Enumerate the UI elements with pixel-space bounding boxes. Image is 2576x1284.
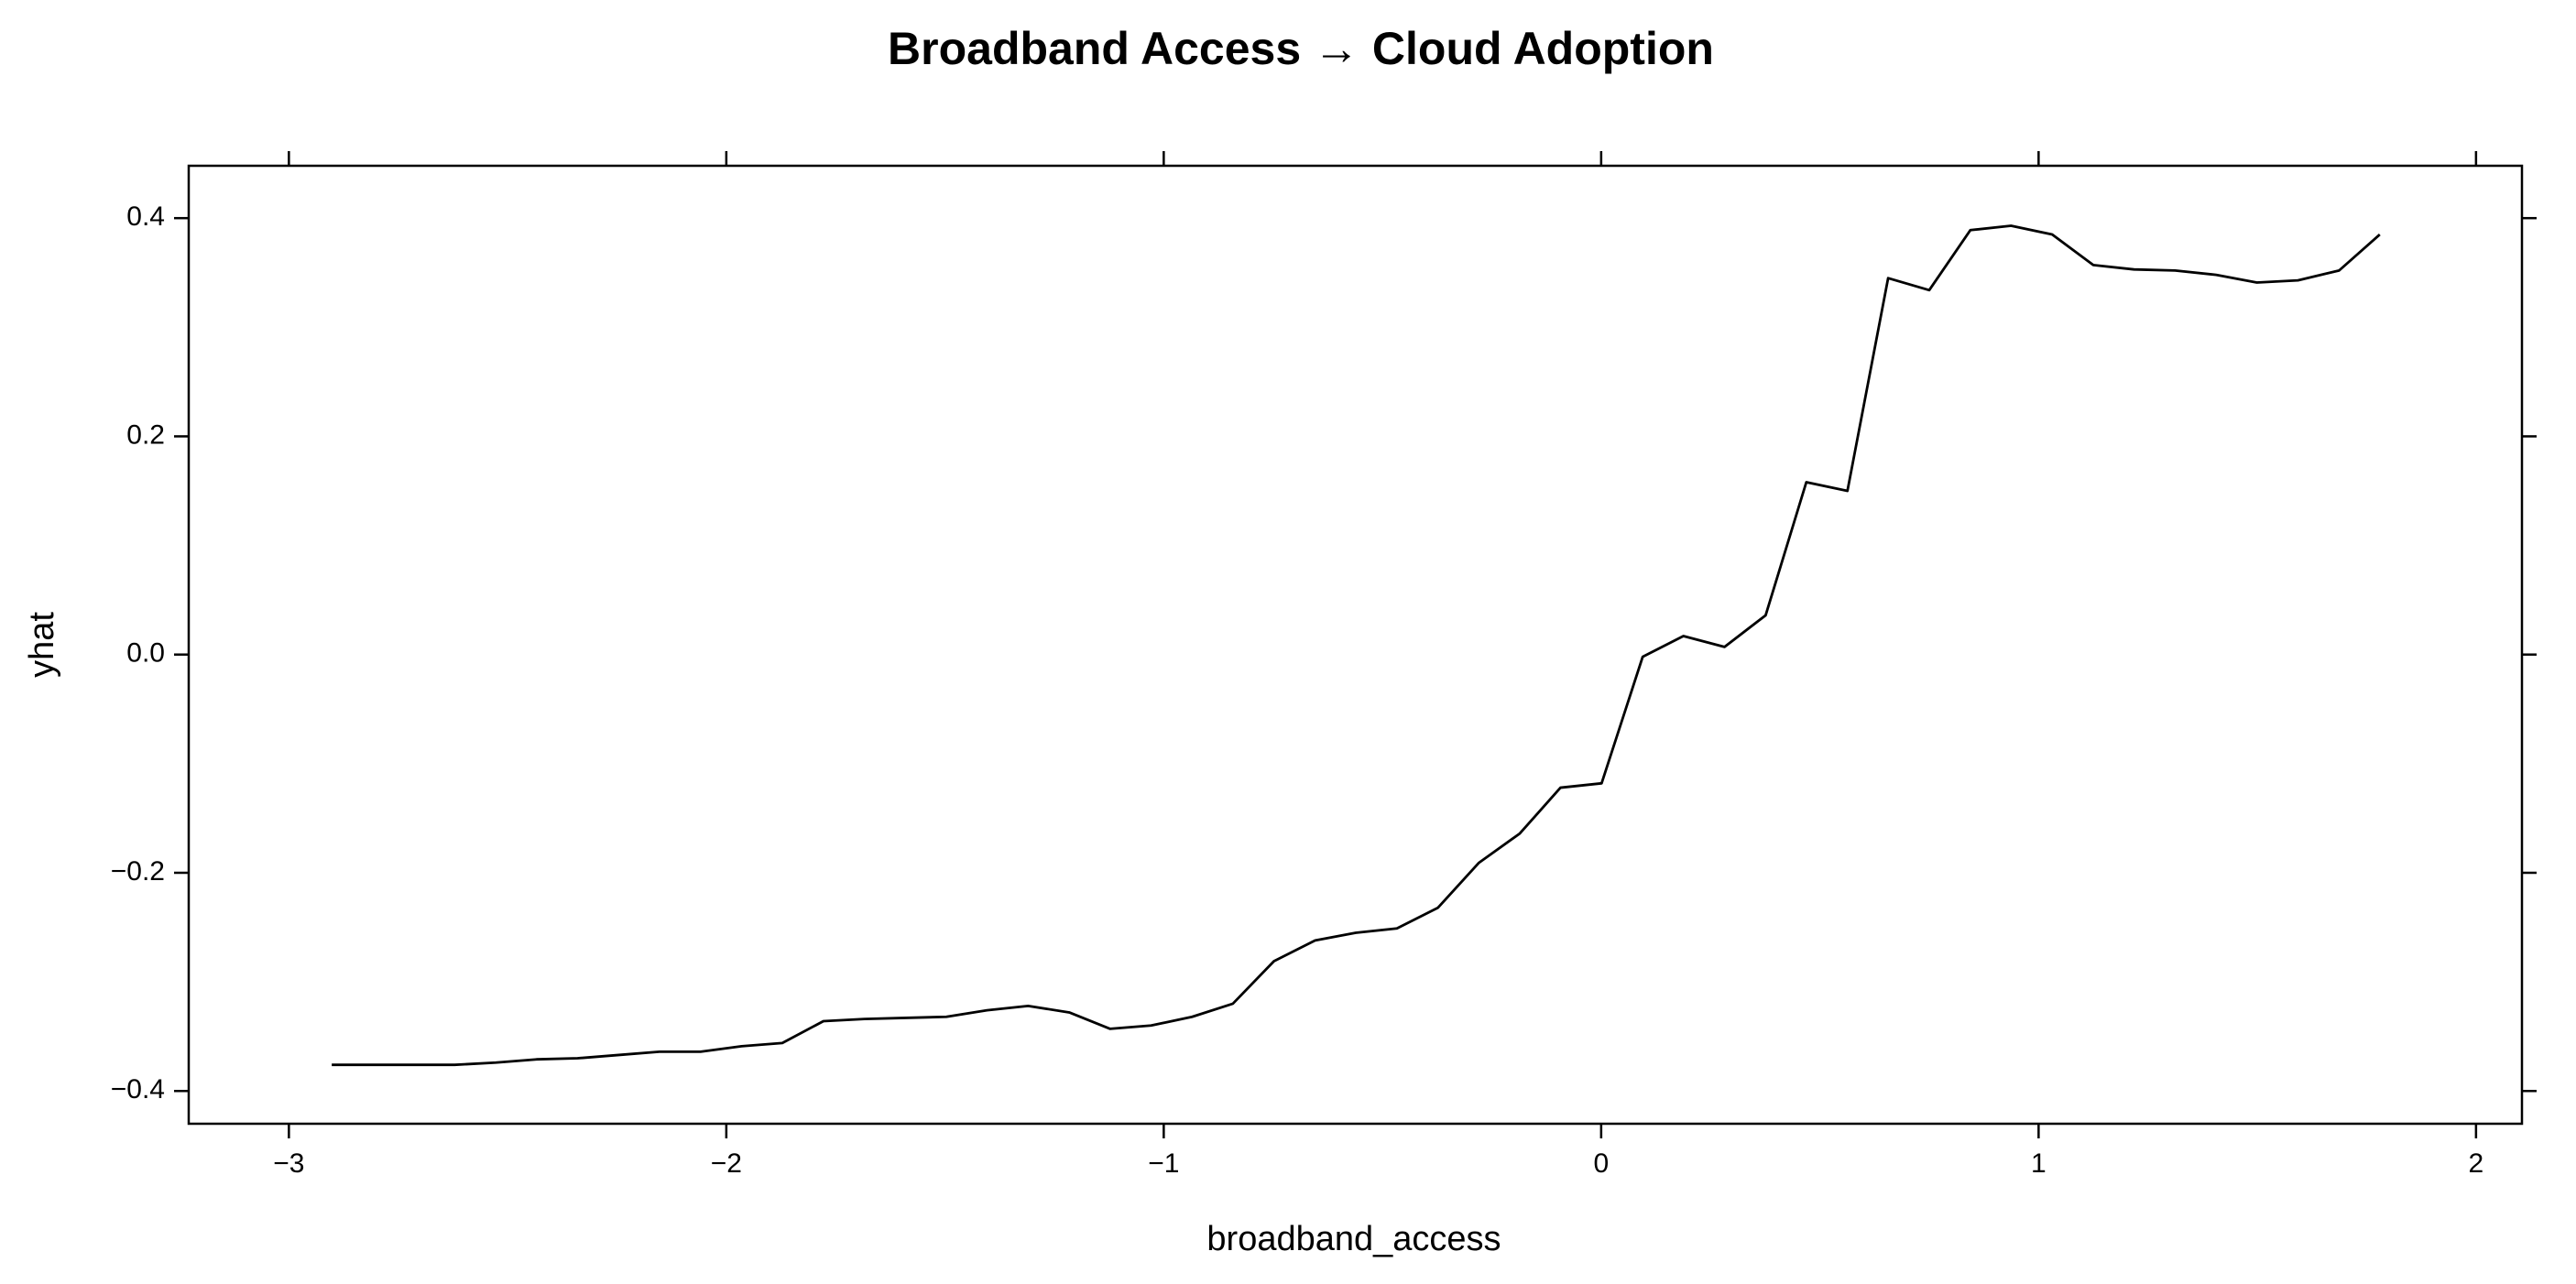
x-tick-label: −1 <box>1148 1148 1179 1179</box>
x-tick-label: 1 <box>2031 1148 2047 1179</box>
x-tick-label: 0 <box>1594 1148 1610 1179</box>
y-tick-label: −0.2 <box>111 856 165 887</box>
x-tick-label: 2 <box>2469 1148 2484 1179</box>
y-axis-label: yhat <box>23 612 61 678</box>
x-tick-label: −2 <box>711 1148 742 1179</box>
x-tick-label: −3 <box>273 1148 304 1179</box>
data-line <box>332 224 2381 1067</box>
y-tick-label: 0.4 <box>126 201 165 232</box>
y-tick-label: −0.4 <box>111 1074 165 1104</box>
y-tick-label: 0.2 <box>126 419 165 450</box>
y-tick-label: 0.0 <box>126 638 165 669</box>
plot-frame <box>187 164 2524 1126</box>
x-axis-label: broadband_access <box>1206 1220 1501 1258</box>
chart-title: Broadband Access → Cloud Adoption <box>888 23 1714 74</box>
